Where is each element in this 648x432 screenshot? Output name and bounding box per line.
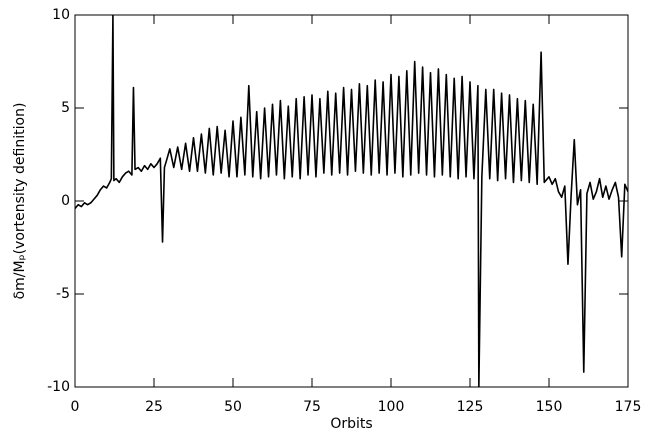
y-tick-label: 10 [52,7,70,23]
x-tick-label: 150 [536,399,563,415]
y-tick-label: -5 [56,286,70,302]
x-tick-label: 0 [71,399,80,415]
y-tick-label: 0 [61,193,70,209]
plot-frame [74,14,629,388]
data-line [75,15,628,387]
x-tick-label: 75 [303,399,321,415]
x-tick-label: 50 [224,399,242,415]
y-tick-label: 5 [61,100,70,116]
y-axis-label: δm/Mₚ(vortensity definition) [12,103,28,300]
x-tick-label: 125 [457,399,484,415]
y-tick-label: -10 [47,379,70,395]
x-tick-label: 175 [615,399,642,415]
x-tick-label: 100 [378,399,405,415]
x-axis-label: Orbits [330,416,372,432]
x-tick-label: 25 [145,399,163,415]
